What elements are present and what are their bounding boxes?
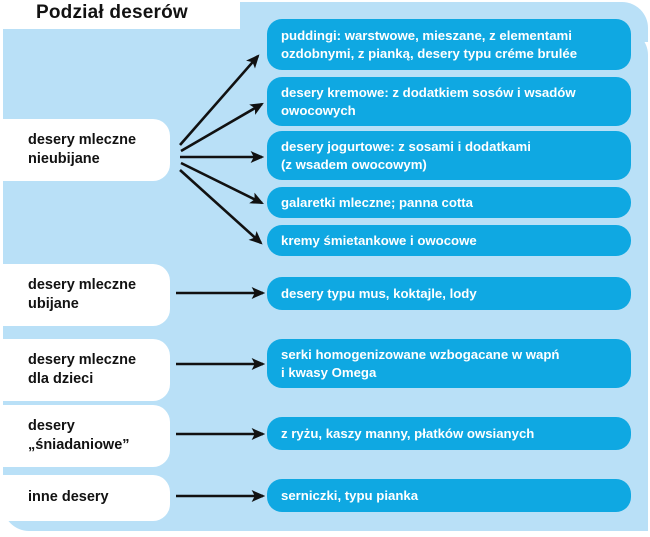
category-label: desery mleczne nieubijane [28,131,137,167]
item-box-serki-homogenizowane[interactable]: serki homogenizowane wzbogacane w wapń i… [267,339,631,388]
item-box-z-ryzu[interactable]: z ryżu, kaszy manny, płatków owsianych [267,417,631,450]
item-label: serniczki, typu pianka [281,487,419,503]
category-box-desery-sniadaniowe[interactable]: desery „śniadaniowe” [0,405,170,467]
category-label: desery „śniadaniowe” [28,417,130,453]
category-box-desery-mleczne-nieubijane[interactable]: desery mleczne nieubijane [0,119,170,181]
item-box-kremy-smietankowe[interactable]: kremy śmietankowe i owocowe [267,225,631,256]
item-label: desery kremowe: z dodatkiem sosów i wsad… [281,85,576,118]
category-box-desery-mleczne-ubijane[interactable]: desery mleczne ubijane [0,264,170,326]
item-box-puddingi[interactable]: puddingi: warstwowe, mieszane, z element… [267,19,631,70]
item-box-desery-kremowe[interactable]: desery kremowe: z dodatkiem sosów i wsad… [267,77,631,126]
category-box-desery-mleczne-dla-dzieci[interactable]: desery mleczne dla dzieci [0,339,170,401]
item-box-serniczki[interactable]: serniczki, typu pianka [267,479,631,512]
item-label: galaretki mleczne; panna cotta [281,194,474,210]
item-label: puddingi: warstwowe, mieszane, z element… [281,28,578,61]
item-label: z ryżu, kaszy manny, płatków owsianych [281,425,535,441]
category-label: desery mleczne dla dzieci [28,351,137,387]
category-label: inne desery [28,489,109,506]
category-box-inne-desery[interactable]: inne desery [0,475,170,521]
item-label: desery typu mus, koktajle, lody [281,285,477,301]
item-box-desery-jogurtowe[interactable]: desery jogurtowe: z sosami i dodatkami (… [267,131,631,180]
item-box-galaretki-mleczne[interactable]: galaretki mleczne; panna cotta [267,187,631,218]
item-box-desery-typu-mus[interactable]: desery typu mus, koktajle, lody [267,277,631,310]
category-label: desery mleczne ubijane [28,276,137,312]
item-label: desery jogurtowe: z sosami i dodatkami (… [281,139,531,172]
page-title: Podział deserów [36,2,188,23]
item-label: serki homogenizowane wzbogacane w wapń i… [281,347,560,380]
item-label: kremy śmietankowe i owocowe [281,232,477,248]
diagram-header-band [0,0,240,29]
